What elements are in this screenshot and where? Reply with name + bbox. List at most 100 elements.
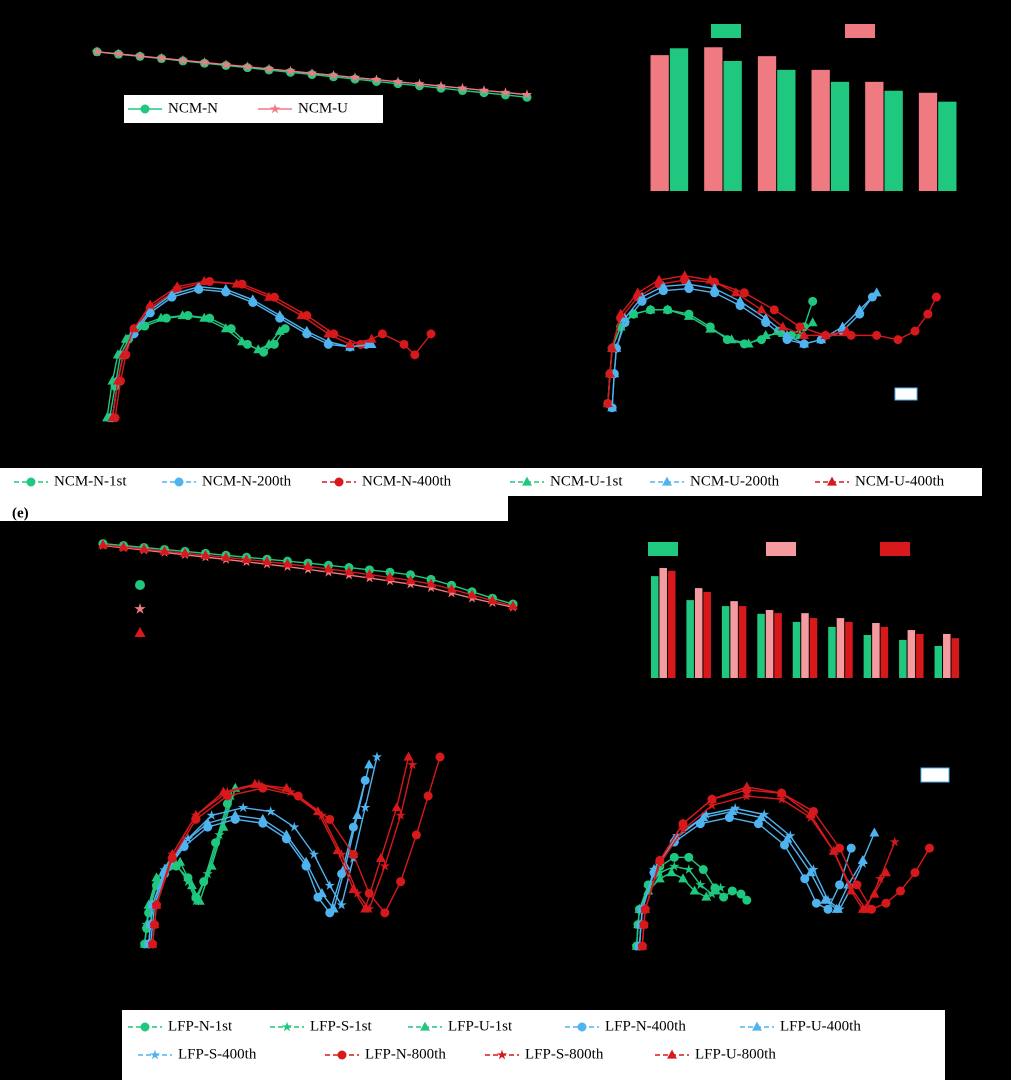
legend-marker [135,580,145,590]
panel-label: (f) [568,508,583,524]
y-tick-label: 0.2 [600,840,619,856]
x-tick-label: 0.0 [569,418,588,434]
marker [648,864,660,874]
marker [139,543,149,553]
bar [916,633,924,678]
marker [296,310,307,320]
marker [467,589,477,599]
marker [265,806,276,816]
panel-label: (e) [12,505,29,521]
marker [857,903,868,913]
x-axis-title: Re (Z)/Ohm [238,446,326,465]
marker [405,574,416,584]
marker [190,895,202,906]
x-tick-label: 0.2 [194,950,213,966]
marker [726,334,737,344]
y-axis-title: Capacity (mAh g⁻¹) [583,536,602,679]
marker [202,868,213,879]
x-tick-label: 400 [794,684,817,700]
legend-label: LFP-S [802,540,841,556]
y-tick-label: 0 [90,688,98,704]
marker [678,873,688,883]
x-tick-label: 0.7 [867,418,886,434]
legend-marker [281,1021,293,1032]
legend-label: LFP-N [162,576,204,592]
x-tick-label: 100 [688,684,711,700]
x-axis-title: Cycle number (n) [740,214,867,233]
bar [809,618,818,678]
marker [782,833,793,843]
marker [799,329,810,339]
marker [395,810,406,820]
marker [841,325,852,335]
legend-label: NCM-U [881,22,931,38]
marker [777,321,788,331]
bar [951,638,960,678]
bar [669,48,689,191]
x-tick-label: 400 [297,703,320,719]
x-tick-label: 0.3 [697,418,716,434]
bar [865,81,884,191]
marker [407,759,418,770]
marker [348,884,359,894]
marker [159,545,170,555]
x-tick-label: 0.4 [287,429,306,445]
marker [500,87,511,97]
legend-label: NCM-N-400th [362,473,452,489]
marker [281,829,292,839]
legend-label: LFP-N-400th [605,1018,686,1034]
marker [741,781,752,791]
marker [846,885,857,895]
marker [857,858,868,868]
legend-label: NCM-U-1st [550,473,623,489]
annotation: 0% SoC [647,759,697,775]
x-tick-label: 0.1 [611,418,630,434]
marker [759,809,770,819]
legend-label: LFP-U-800th [695,1046,776,1062]
marker [795,322,805,332]
marker [177,54,189,65]
x-tick-label: 0.6 [352,950,371,966]
bar [730,601,738,678]
x-tick-label: 200 [820,197,843,213]
marker [324,880,335,890]
marker [396,877,406,887]
marker [200,549,211,559]
marker [264,291,274,301]
marker [822,894,834,905]
marker [193,281,204,291]
panel-label: (a) [12,9,30,25]
marker [760,329,771,339]
y-tick-label: 800 [615,182,638,198]
marker [705,323,716,333]
legend-label: LFP-S [162,600,201,616]
marker [145,304,156,314]
marker [871,287,882,297]
bar [845,621,853,678]
marker [186,880,197,890]
x-axis-title: Re (Z)/Ohm [726,435,814,454]
x-tick-label: 0.4 [739,418,758,434]
marker [182,833,194,844]
bar [836,618,845,678]
marker [426,329,436,339]
marker [508,600,518,610]
legend-marker [662,476,672,486]
annotation: 0% SoC [804,273,854,289]
marker [893,335,903,345]
marker [735,295,746,305]
bar [757,56,777,191]
marker [107,412,118,422]
y-tick-label: 0.0 [55,346,74,362]
marker [328,69,339,80]
marker [698,865,708,875]
marker [677,824,689,835]
x-tick-label: 0 [660,684,668,700]
marker [249,778,260,788]
marker [257,813,268,823]
marker [323,563,334,573]
legend-label: LFP-U-400th [780,1018,861,1034]
marker [231,278,242,288]
bar [704,47,723,192]
